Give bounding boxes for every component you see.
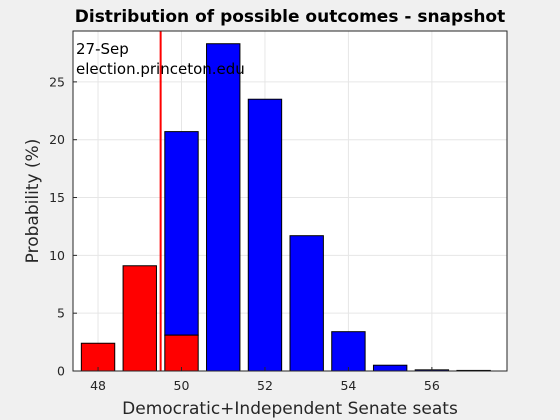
x-tick-label: 48 bbox=[90, 378, 106, 393]
y-tick-label: 10 bbox=[49, 248, 65, 263]
bar-dem bbox=[289, 235, 324, 372]
x-tick-label: 52 bbox=[257, 378, 273, 393]
bar-rep bbox=[164, 334, 199, 372]
y-tick-label: 20 bbox=[49, 132, 65, 147]
plot-frame bbox=[72, 30, 508, 372]
bar-dem bbox=[331, 331, 366, 372]
annotation-source: election.princeton.edu bbox=[76, 60, 245, 78]
x-axis-label: Democratic+Independent Senate seats bbox=[122, 399, 458, 419]
x-tick-label: 56 bbox=[424, 378, 440, 393]
annotation-date: 27-Sep bbox=[76, 40, 129, 58]
y-tick-label: 25 bbox=[49, 74, 65, 89]
y-tick-label: 0 bbox=[57, 364, 65, 379]
y-tick-label: 15 bbox=[49, 190, 65, 205]
chart-title: Distribution of possible outcomes - snap… bbox=[75, 7, 505, 27]
bar-dem bbox=[164, 131, 199, 336]
x-tick-label: 50 bbox=[174, 378, 190, 393]
bar-rep bbox=[80, 342, 116, 372]
bar-dem bbox=[372, 364, 408, 372]
y-tick-label: 5 bbox=[57, 306, 65, 321]
bar-dem bbox=[206, 43, 241, 372]
bar-dem bbox=[247, 98, 283, 372]
ticks: 48 50 52 54 56 0 5 10 15 20 25 bbox=[49, 74, 440, 393]
x-tick-label: 54 bbox=[340, 378, 356, 393]
bars bbox=[80, 43, 491, 372]
y-axis-label: Probability (%) bbox=[23, 139, 43, 264]
bar-rep bbox=[122, 265, 157, 372]
